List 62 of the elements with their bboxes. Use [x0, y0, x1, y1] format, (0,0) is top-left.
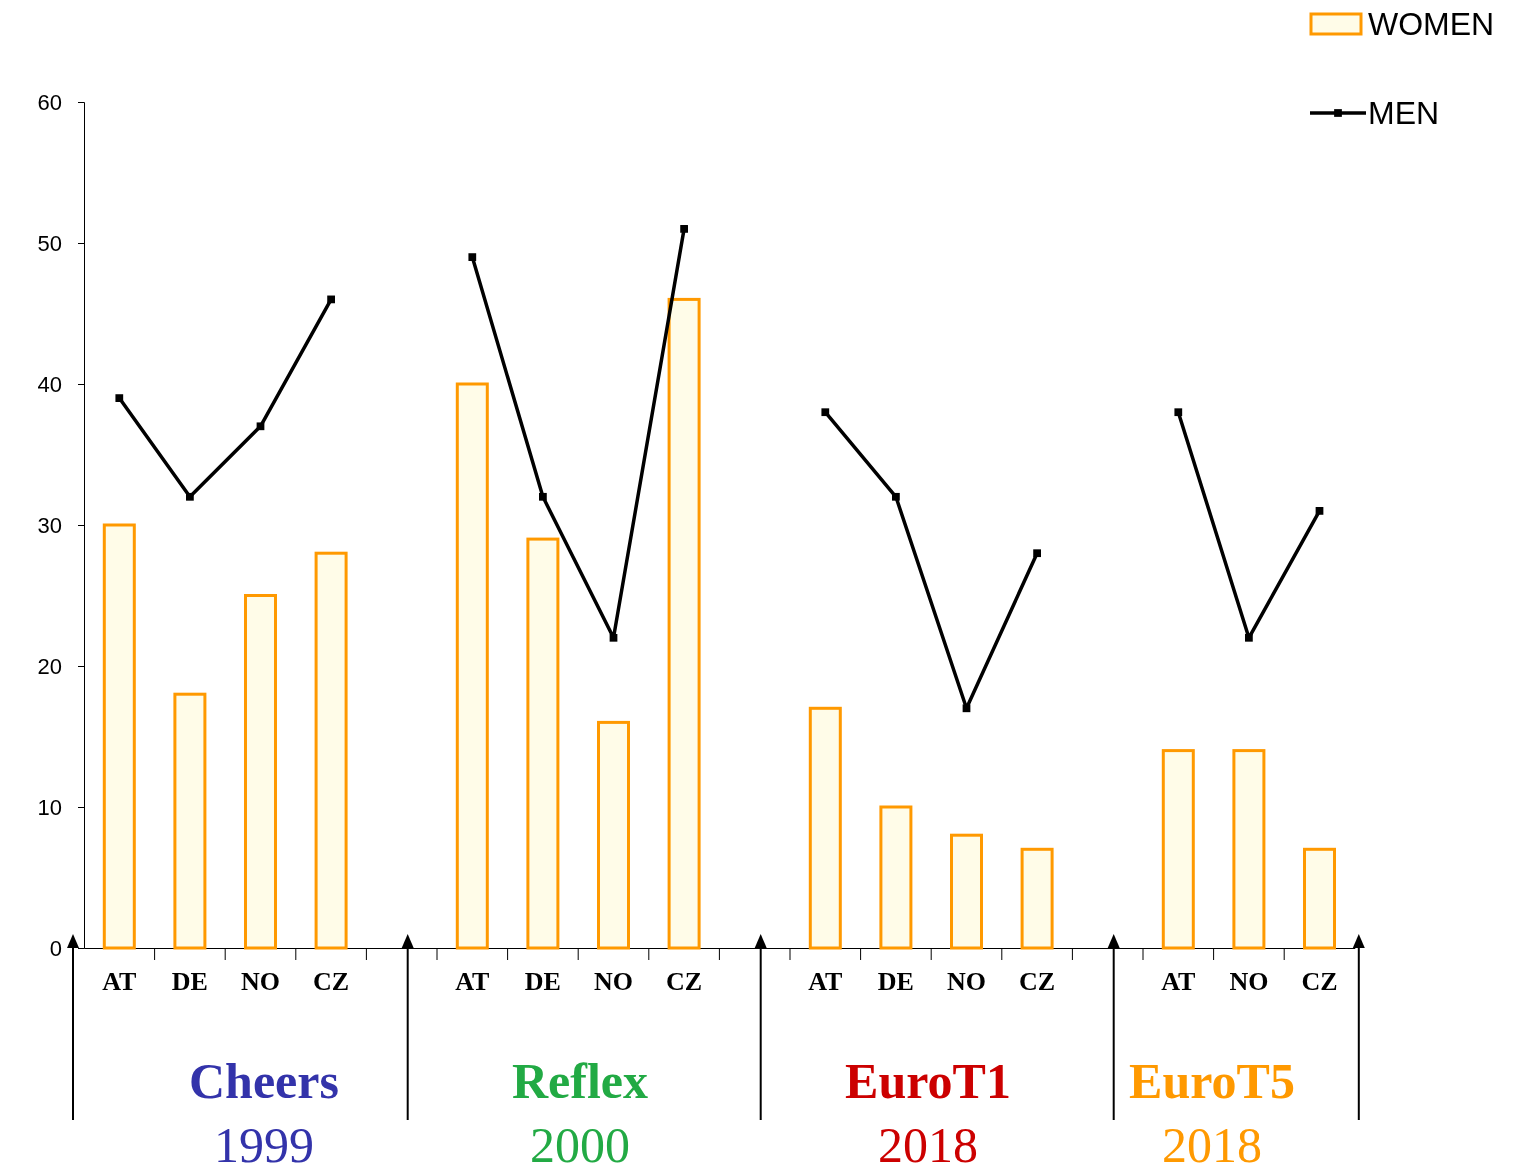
bar	[597, 720, 630, 950]
text: 2018	[878, 1117, 978, 1168]
bar	[808, 706, 842, 950]
x-tick-label: DE	[877, 967, 914, 997]
text: 1999	[214, 1117, 314, 1168]
x-tick-label: CZ	[1019, 967, 1056, 997]
text: EuroT5	[1129, 1053, 1295, 1109]
x-tick-label: NO	[1229, 967, 1269, 997]
bar	[455, 382, 489, 950]
text: 2000	[530, 1117, 630, 1168]
bar	[667, 297, 701, 950]
text: 2018	[1162, 1117, 1262, 1168]
text: Cheers	[189, 1053, 339, 1109]
y-tick-label: 60	[37, 89, 62, 115]
x-tick-label: AT	[102, 967, 137, 997]
point	[327, 295, 335, 304]
bar	[1303, 847, 1336, 950]
point	[256, 422, 265, 431]
bar	[1020, 847, 1054, 950]
x-tick-label: NO	[241, 967, 280, 997]
y-tick-label: 40	[37, 371, 62, 397]
y-tick-label: 30	[37, 512, 62, 538]
bar	[526, 537, 560, 950]
x-tick-label: AT	[455, 967, 490, 997]
point	[1033, 549, 1041, 558]
point	[821, 408, 830, 417]
point	[1174, 408, 1183, 417]
point	[539, 492, 547, 501]
x-tick-label: CZ	[313, 967, 350, 997]
point	[892, 492, 900, 501]
x-tick-label: NO	[594, 967, 633, 997]
y-tick-label: 20	[37, 653, 62, 679]
bar	[879, 805, 913, 950]
point	[609, 633, 618, 642]
point	[1245, 633, 1253, 642]
legend-label: WOMEN	[1368, 6, 1495, 42]
x-tick-label: NO	[947, 967, 986, 997]
x-tick-label: CZ	[1301, 967, 1338, 997]
bar	[1232, 749, 1266, 950]
bar	[314, 551, 348, 950]
y-tick-label: 50	[37, 230, 62, 256]
point	[468, 253, 477, 261]
text: EuroT1	[845, 1053, 1011, 1109]
x-tick-label: AT	[1161, 967, 1196, 997]
bar	[950, 833, 983, 950]
text: Reflex	[511, 1053, 649, 1109]
bar	[1161, 749, 1195, 950]
y-tick-label: 10	[37, 794, 62, 820]
bar	[173, 692, 207, 950]
point	[1315, 507, 1324, 515]
point	[115, 394, 124, 402]
point	[962, 704, 971, 713]
x-tick-label: DE	[171, 967, 208, 997]
legend-label: MEN	[1368, 95, 1440, 131]
point	[186, 492, 194, 501]
x-tick-label: DE	[524, 967, 561, 997]
bar	[102, 523, 136, 950]
x-tick-label: CZ	[666, 967, 703, 997]
x-tick-label: AT	[808, 967, 843, 997]
bar	[244, 594, 277, 950]
y-tick-label: 0	[49, 935, 62, 961]
point	[680, 225, 688, 233]
